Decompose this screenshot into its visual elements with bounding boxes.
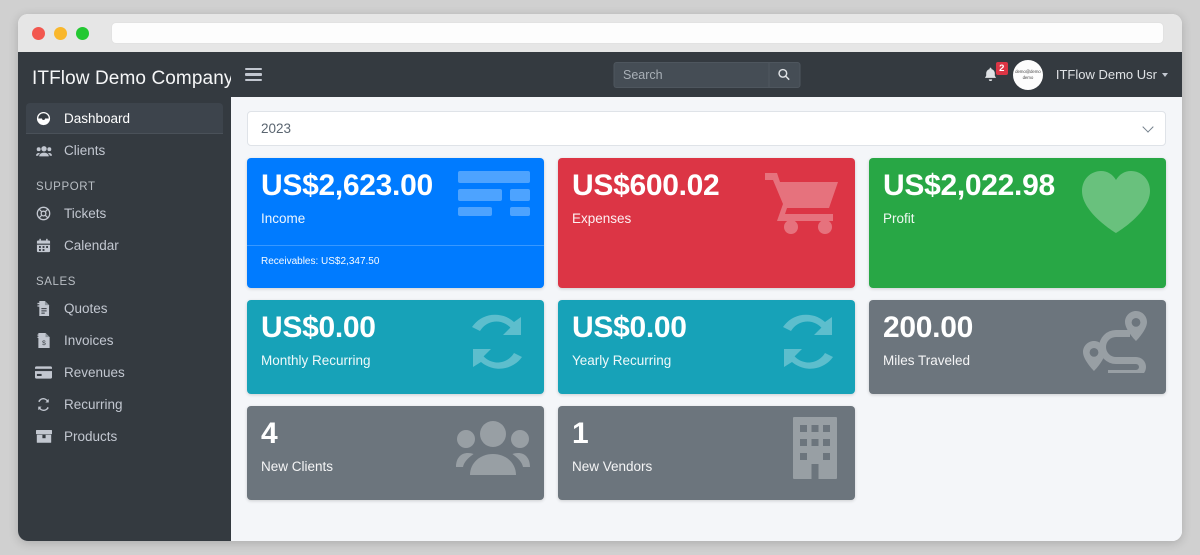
sidebar-item-tickets[interactable]: Tickets (26, 198, 223, 229)
stat-label: New Vendors (572, 459, 653, 475)
hamburger-icon[interactable] (245, 67, 262, 82)
search-form (613, 61, 800, 88)
sidebar-item-label: Revenues (64, 365, 125, 380)
svg-text:$: $ (42, 340, 46, 347)
avatar-line-1: demo@demo (1015, 69, 1041, 74)
sidebar-group-header-sales: SALES (36, 276, 77, 288)
sidebar-item-label: Tickets (64, 206, 107, 221)
search-input[interactable] (613, 61, 768, 88)
dashboard-icon (34, 111, 53, 126)
dashboard-page: 2023 US$2,623.00 Income (231, 97, 1182, 541)
sidebar-item-label: Clients (64, 143, 106, 158)
stat-card-profit[interactable]: US$2,022.98 Profit (869, 158, 1166, 288)
stat-value: US$0.00 (572, 311, 687, 344)
invoice-file-icon: $ (34, 333, 53, 348)
sidebar-item-recurring[interactable]: Recurring (26, 389, 223, 420)
sidebar-item-label: Products (64, 429, 118, 444)
stat-label: Yearly Recurring (572, 353, 672, 369)
sidebar-item-revenues[interactable]: Revenues (26, 357, 223, 388)
user-menu-label: ITFlow Demo Usr (1055, 67, 1157, 82)
user-menu[interactable]: ITFlow Demo Usr (1056, 67, 1168, 82)
stat-label: Monthly Recurring (261, 353, 371, 369)
window-maximize-button[interactable] (76, 26, 89, 40)
stat-value: 200.00 (883, 311, 973, 344)
chevron-down-icon (1162, 72, 1168, 77)
stat-label: Miles Traveled (883, 353, 971, 369)
browser-window: ITFlow Demo Company Dashboard Clients SU… (18, 14, 1182, 541)
sidebar-item-label: Invoices (64, 333, 114, 348)
stat-card-row-1: US$2,623.00 Income R (247, 158, 1166, 288)
sidebar-item-label: Dashboard (64, 110, 131, 126)
sidebar-item-invoices[interactable]: $ Invoices (26, 325, 223, 356)
stat-card-monthly-recurring[interactable]: US$0.00 Monthly Recurring (247, 300, 544, 394)
stat-value: 4 (261, 417, 278, 450)
chevron-down-icon (1142, 120, 1154, 133)
sidebar-item-label: Calendar (64, 238, 119, 253)
stat-label: Expenses (572, 211, 632, 227)
notification-badge: 2 (995, 61, 1008, 75)
stat-card-miles-traveled[interactable]: 200.00 Miles Traveled (869, 300, 1166, 394)
sidebar-item-products[interactable]: Products (26, 421, 223, 452)
window-minimize-button[interactable] (54, 26, 67, 40)
calendar-icon (34, 238, 53, 253)
stat-footer: Receivables: US$2,347.50 (247, 245, 544, 276)
stat-card-new-vendors[interactable]: 1 New Vendors (558, 406, 855, 500)
sidebar-item-clients[interactable]: Clients (26, 135, 223, 166)
row-spacer (869, 406, 1166, 500)
sidebar-nav: Dashboard Clients SUPPORT Tickets (18, 103, 231, 452)
window-close-button[interactable] (32, 26, 45, 40)
year-filter-value: 2023 (261, 121, 292, 136)
sync-icon (34, 397, 53, 412)
sidebar-item-calendar[interactable]: Calendar (26, 230, 223, 261)
top-navbar: 2 demo@demo demo ITFlow Demo Usr (231, 52, 1182, 97)
brand-title: ITFlow Demo Company (32, 68, 231, 89)
search-button[interactable] (768, 61, 800, 88)
quote-file-icon (34, 301, 53, 316)
sidebar-item-label: Quotes (64, 301, 108, 316)
stat-value: 1 (572, 417, 589, 450)
stat-value: US$600.02 (572, 169, 720, 202)
stat-card-row-2: US$0.00 Monthly Recurring US$0.00 (247, 300, 1166, 394)
sidebar: ITFlow Demo Company Dashboard Clients SU… (18, 52, 231, 541)
url-bar[interactable] (111, 22, 1164, 44)
content-area: 2 demo@demo demo ITFlow Demo Usr 2023 (231, 52, 1182, 541)
box-icon (34, 430, 53, 443)
sidebar-item-dashboard[interactable]: Dashboard (26, 103, 223, 134)
year-filter-select[interactable]: 2023 (247, 111, 1166, 146)
stat-card-expenses[interactable]: US$600.02 Expenses (558, 158, 855, 288)
notifications-button[interactable]: 2 (983, 61, 1008, 83)
navbar-right: 2 demo@demo demo ITFlow Demo Usr (983, 59, 1168, 90)
stat-label: Income (261, 211, 306, 227)
sidebar-group-header-support: SUPPORT (36, 181, 96, 193)
stat-card-row-3: 4 New Clients (247, 406, 1166, 500)
stat-card-yearly-recurring[interactable]: US$0.00 Yearly Recurring (558, 300, 855, 394)
application-root: ITFlow Demo Company Dashboard Clients SU… (18, 52, 1182, 541)
credit-card-icon (34, 366, 53, 379)
bell-icon (984, 67, 996, 81)
stat-card-new-clients[interactable]: 4 New Clients (247, 406, 544, 500)
lifering-icon (34, 206, 53, 221)
avatar[interactable]: demo@demo demo (1012, 59, 1043, 90)
sidebar-item-label: Recurring (64, 397, 123, 412)
stat-card-income[interactable]: US$2,623.00 Income R (247, 158, 544, 288)
search-icon (778, 68, 790, 81)
avatar-line-2: demo (1022, 74, 1034, 80)
stat-label: Profit (883, 211, 915, 227)
stat-value: US$2,623.00 (261, 169, 433, 202)
stat-value: US$2,022.98 (883, 169, 1055, 202)
clients-icon (34, 144, 53, 158)
stat-label: New Clients (261, 459, 334, 475)
sidebar-item-quotes[interactable]: Quotes (26, 293, 223, 324)
stat-value: US$0.00 (261, 311, 376, 344)
browser-chrome (18, 14, 1182, 52)
